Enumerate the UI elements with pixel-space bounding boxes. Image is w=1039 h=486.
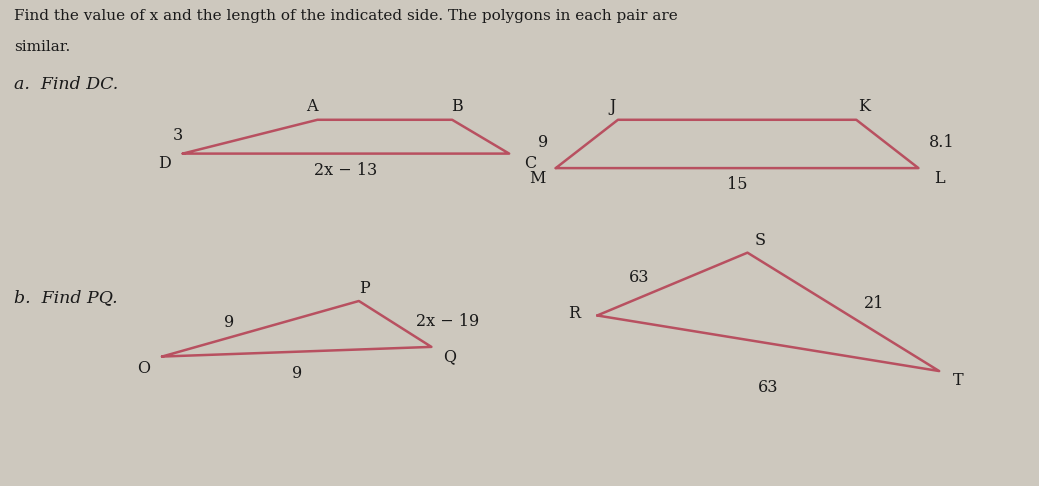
Text: 63: 63 — [757, 379, 778, 396]
Text: 63: 63 — [629, 269, 649, 286]
Text: M: M — [529, 170, 545, 187]
Text: S: S — [754, 232, 766, 249]
Text: O: O — [137, 360, 150, 377]
Text: P: P — [358, 280, 370, 297]
Text: 2x − 13: 2x − 13 — [314, 162, 377, 179]
Text: 3: 3 — [172, 127, 183, 144]
Text: C: C — [524, 155, 536, 172]
Text: 9: 9 — [538, 135, 549, 152]
Text: J: J — [610, 98, 616, 115]
Text: D: D — [158, 155, 170, 172]
Text: 8.1: 8.1 — [929, 135, 955, 152]
Text: A: A — [307, 98, 318, 115]
Text: R: R — [568, 305, 581, 322]
Text: Q: Q — [444, 348, 456, 365]
Text: 21: 21 — [863, 295, 884, 312]
Text: B: B — [452, 98, 463, 115]
Text: 2x − 19: 2x − 19 — [416, 313, 479, 330]
Text: Find the value of x and the length of the indicated side. The polygons in each p: Find the value of x and the length of th… — [14, 9, 677, 23]
Text: a.  Find DC.: a. Find DC. — [14, 76, 118, 93]
Text: T: T — [953, 372, 963, 389]
Text: K: K — [858, 98, 871, 115]
Text: 9: 9 — [224, 314, 235, 331]
Text: similar.: similar. — [14, 40, 70, 54]
Text: L: L — [934, 170, 944, 187]
Text: b.  Find PQ.: b. Find PQ. — [14, 289, 117, 306]
Text: 15: 15 — [727, 176, 747, 193]
Text: 9: 9 — [292, 365, 302, 382]
